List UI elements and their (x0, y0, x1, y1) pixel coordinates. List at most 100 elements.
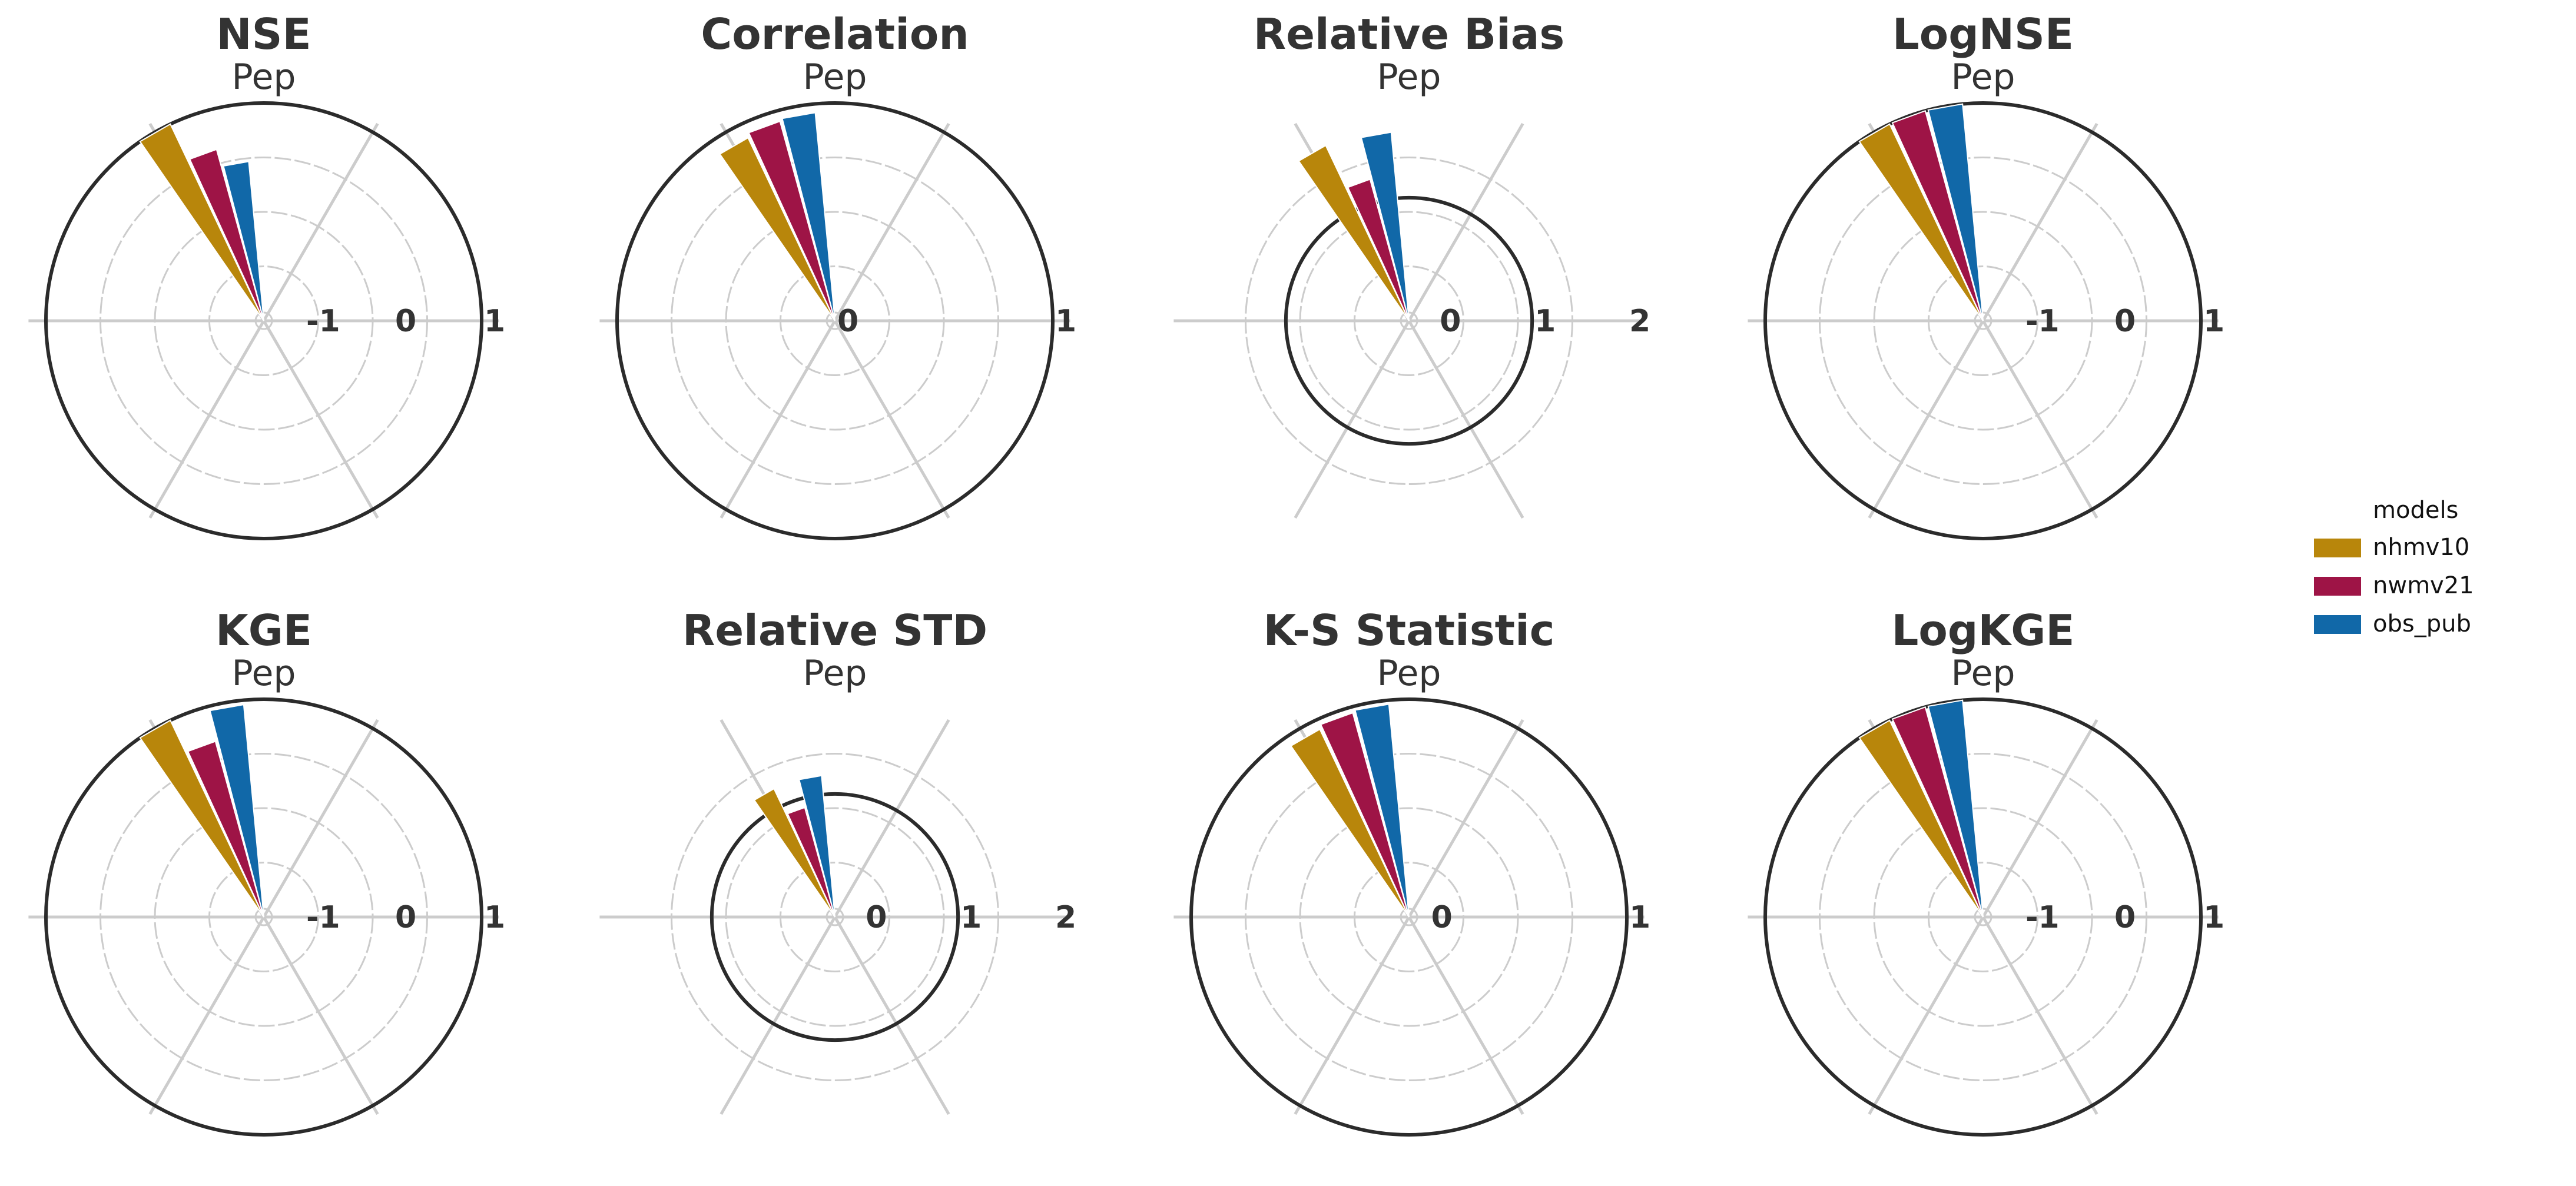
grid-spoke (833, 916, 950, 1115)
bar-nwmv21 (187, 740, 264, 918)
chart-subtitle: Pep (1377, 653, 1441, 694)
legend: models nhmv10 nwmv21 obs_pub (2314, 497, 2474, 637)
chart-subtitle: Pep (803, 653, 867, 694)
reference-circle (1284, 195, 1534, 446)
grid-spoke (262, 320, 379, 519)
legend-label-nwmv21: nwmv21 (2373, 572, 2474, 599)
tick-label: 0 (2114, 900, 2136, 935)
grid-spoke (262, 916, 379, 1115)
bar-nwmv21 (188, 148, 264, 321)
legend-swatch-nhmv10 (2314, 539, 2361, 557)
tick-label: 1 (960, 900, 982, 935)
bar-obs_pub (223, 161, 264, 321)
grid-spoke (1981, 320, 2098, 519)
bar-nhmv10 (139, 123, 264, 321)
tick-label: 0 (837, 304, 858, 339)
grid-spoke (1294, 320, 1411, 519)
bar-nwmv21 (1347, 178, 1410, 321)
legend-title: models (2373, 497, 2458, 524)
grid-spoke (1868, 320, 1985, 519)
chart-title: LogKGE (1892, 606, 2075, 655)
bar-obs_pub (209, 703, 264, 918)
tick-label: 0 (1440, 304, 1461, 339)
bar-nwmv21 (1891, 706, 1984, 918)
bar-nhmv10 (1290, 728, 1410, 918)
reference-circle (1189, 697, 1629, 1137)
bar-obs_pub (781, 112, 836, 321)
grid-spoke (1868, 916, 1985, 1115)
tick-label: 1 (2203, 900, 2224, 935)
tick-label: 0 (866, 900, 887, 935)
reference-circle (44, 697, 483, 1137)
grid-spoke (1407, 320, 1524, 519)
bar-nhmv10 (1858, 719, 1984, 918)
tick-label: -1 (2025, 304, 2060, 339)
grid-spoke (833, 719, 950, 918)
legend-label-obs_pub: obs_pub (2373, 610, 2471, 637)
chart-subtitle: Pep (803, 57, 867, 98)
grid-spoke (833, 320, 950, 519)
reference-circle (1763, 697, 2203, 1137)
grid-spoke (1981, 122, 2098, 322)
reference-circle (44, 101, 483, 540)
chart-title: Relative Bias (1254, 9, 1564, 59)
tick-label: 1 (484, 900, 505, 935)
reference-circle (615, 101, 1055, 540)
reference-circle (710, 792, 960, 1042)
tick-label: 1 (1534, 304, 1556, 339)
chart-subtitle: Pep (231, 653, 296, 694)
bar-nwmv21 (787, 806, 836, 918)
bar-nhmv10 (753, 788, 836, 918)
tick-label: -1 (306, 304, 340, 339)
grid-spoke (720, 916, 837, 1115)
bar-nhmv10 (1298, 144, 1410, 321)
bar-nwmv21 (748, 120, 836, 321)
grid-spoke (1407, 122, 1524, 322)
grid-spoke (1981, 719, 2098, 918)
tick-label: 0 (1431, 900, 1453, 935)
tick-label: 1 (484, 304, 505, 339)
tick-label: 0 (2114, 304, 2136, 339)
legend-label-nhmv10: nhmv10 (2373, 534, 2469, 561)
chart-subtitle: Pep (1951, 57, 2015, 98)
grid-spoke (148, 320, 266, 519)
grid-spoke (720, 320, 837, 519)
chart-title: Relative STD (682, 606, 987, 655)
tick-label: -1 (306, 900, 340, 935)
chart-title: KGE (216, 606, 312, 655)
bar-nhmv10 (719, 137, 836, 321)
tick-label: 2 (1055, 900, 1076, 935)
grid-spoke (833, 122, 950, 322)
bar-nwmv21 (1320, 712, 1410, 918)
tick-label: 1 (2203, 304, 2224, 339)
tick-label: -1 (2025, 900, 2060, 935)
bar-nhmv10 (1858, 123, 1984, 321)
bar-nhmv10 (139, 719, 264, 918)
grid-spoke (1407, 719, 1524, 918)
chart-title: NSE (216, 9, 311, 59)
tick-label: 0 (395, 304, 416, 339)
grid-spoke (1407, 916, 1524, 1115)
tick-label: 2 (1629, 304, 1650, 339)
bar-nwmv21 (1891, 109, 1984, 321)
legend-swatch-nwmv21 (2314, 577, 2361, 596)
grid-spoke (1294, 916, 1411, 1115)
tick-label: 1 (1055, 304, 1076, 339)
chart-subtitle: Pep (1377, 57, 1441, 98)
bar-obs_pub (798, 775, 836, 918)
chart-title: Correlation (701, 9, 969, 59)
grid-spoke (148, 916, 266, 1115)
bar-obs_pub (1927, 103, 1984, 321)
chart-subtitle: Pep (1951, 653, 2015, 694)
grid-spoke (262, 122, 379, 322)
chart-title: LogNSE (1892, 9, 2074, 59)
bar-obs_pub (1927, 699, 1984, 918)
bar-obs_pub (1354, 703, 1410, 918)
reference-circle (1763, 101, 2203, 540)
